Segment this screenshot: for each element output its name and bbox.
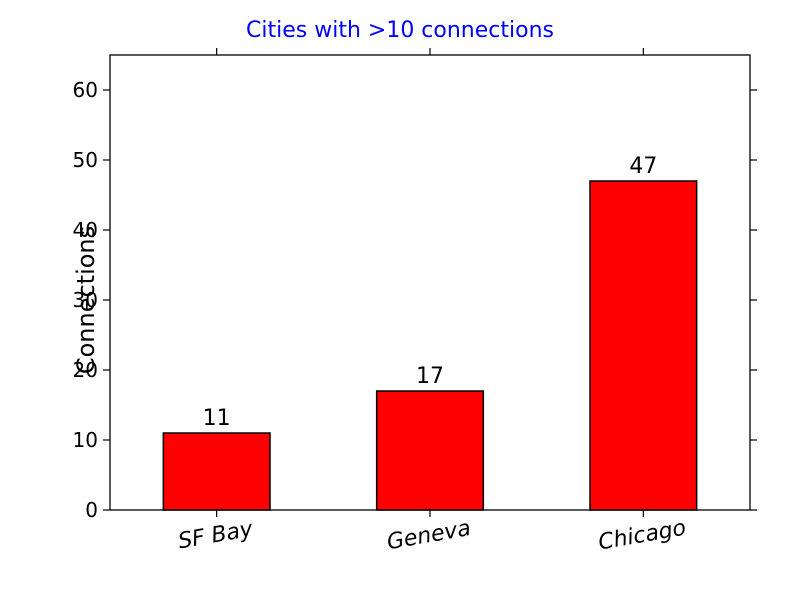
y-tick-label: 40 xyxy=(73,218,98,242)
x-category-label: Chicago xyxy=(596,516,687,556)
bar xyxy=(590,181,697,510)
y-tick-label: 0 xyxy=(85,498,98,522)
bar-chart: 0 10 20 30 40 50 60 11 SF Bay 17 Geneva 47 Chicago xyxy=(0,0,800,600)
bar-value-label: 47 xyxy=(629,154,657,179)
bar-value-label: 17 xyxy=(416,364,444,389)
chart-container: Cities with >10 connections Connections … xyxy=(0,0,800,600)
y-tick-label: 60 xyxy=(73,78,98,102)
bar xyxy=(377,391,484,510)
bar xyxy=(163,433,270,510)
y-tick-label: 30 xyxy=(73,288,98,312)
y-tick-label: 10 xyxy=(73,428,98,452)
x-category-label: Geneva xyxy=(385,516,473,555)
x-category-label: SF Bay xyxy=(176,517,255,555)
y-tick-label: 20 xyxy=(73,358,98,382)
bar-value-label: 11 xyxy=(203,406,231,431)
y-tick-label: 50 xyxy=(73,148,98,172)
